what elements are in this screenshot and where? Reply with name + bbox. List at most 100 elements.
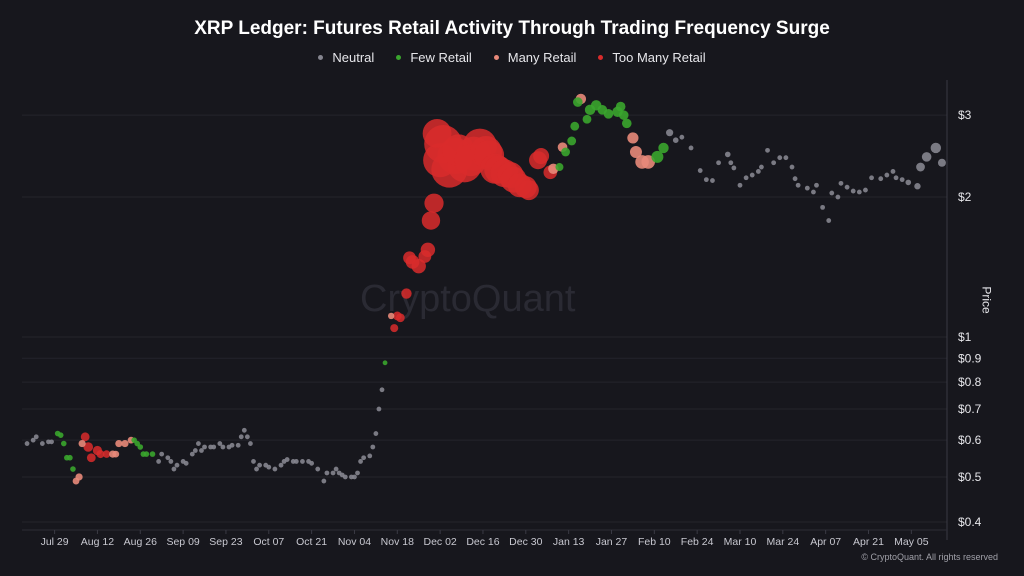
data-point-few-retail[interactable] [143, 451, 150, 457]
data-point-neutral[interactable] [241, 427, 247, 433]
data-point-neutral[interactable] [293, 459, 299, 464]
data-point-neutral[interactable] [814, 182, 819, 188]
data-point-few-retail[interactable] [382, 360, 388, 366]
data-point-few-retail[interactable] [149, 451, 156, 457]
data-point-neutral[interactable] [703, 177, 709, 183]
data-point-neutral[interactable] [890, 169, 896, 174]
data-point-too-many-retail[interactable] [102, 450, 111, 458]
data-point-neutral[interactable] [248, 441, 253, 446]
data-point-neutral[interactable] [759, 164, 764, 170]
data-point-neutral[interactable] [355, 470, 360, 476]
data-point-neutral[interactable] [171, 466, 177, 472]
data-point-neutral[interactable] [792, 176, 798, 182]
data-point-neutral[interactable] [202, 444, 207, 450]
data-point-neutral[interactable] [697, 168, 703, 173]
data-point-neutral[interactable] [765, 147, 770, 153]
data-point-many-retail[interactable] [387, 312, 395, 320]
data-point-few-retail[interactable] [570, 121, 580, 131]
data-point-too-many-retail[interactable] [395, 313, 405, 323]
data-point-too-many-retail[interactable] [401, 288, 412, 299]
data-point-neutral[interactable] [755, 169, 761, 174]
data-point-many-retail[interactable] [112, 450, 120, 458]
data-point-many-retail[interactable] [78, 439, 86, 448]
data-point-neutral[interactable] [370, 444, 376, 450]
data-point-too-many-retail[interactable] [96, 450, 105, 459]
data-point-too-many-retail[interactable] [403, 251, 416, 265]
data-point-many-retail[interactable] [72, 477, 80, 485]
data-point-neutral[interactable] [688, 145, 694, 151]
data-point-neutral[interactable] [844, 184, 850, 190]
data-point-too-many-retail[interactable] [86, 453, 96, 463]
data-point-few-retail[interactable] [67, 454, 73, 461]
data-point-neutral[interactable] [278, 462, 284, 468]
data-point-few-retail[interactable] [615, 101, 626, 112]
data-point-neutral[interactable] [300, 459, 305, 464]
data-point-few-retail[interactable] [621, 118, 632, 129]
data-point-neutral[interactable] [811, 189, 816, 195]
data-point-neutral[interactable] [771, 160, 777, 166]
data-point-neutral[interactable] [284, 457, 290, 462]
data-point-few-retail[interactable] [567, 136, 577, 146]
data-point-many-retail[interactable] [121, 439, 129, 448]
data-point-neutral[interactable] [229, 442, 235, 448]
data-point-neutral[interactable] [672, 137, 679, 143]
data-point-neutral[interactable] [850, 188, 856, 194]
data-point-neutral[interactable] [777, 155, 783, 161]
legend-item-many-retail[interactable]: Many Retail [493, 50, 576, 65]
data-point-few-retail[interactable] [603, 108, 614, 119]
data-point-neutral[interactable] [220, 444, 226, 450]
data-point-too-many-retail[interactable] [424, 193, 444, 213]
data-point-neutral[interactable] [358, 459, 363, 464]
data-point-neutral[interactable] [49, 439, 54, 445]
data-point-neutral[interactable] [333, 466, 339, 472]
data-point-few-retail[interactable] [70, 466, 76, 472]
data-point-neutral[interactable] [829, 190, 835, 196]
data-point-many-retail[interactable] [115, 439, 123, 448]
data-point-neutral[interactable] [33, 434, 39, 440]
data-point-neutral[interactable] [724, 151, 731, 158]
data-point-neutral[interactable] [379, 387, 385, 393]
data-point-neutral[interactable] [266, 464, 272, 470]
data-point-too-many-retail[interactable] [518, 180, 539, 201]
data-point-many-retail[interactable] [627, 132, 639, 144]
data-point-neutral[interactable] [159, 451, 165, 457]
data-point-too-many-retail[interactable] [421, 211, 441, 230]
data-point-neutral[interactable] [783, 155, 789, 161]
data-point-neutral[interactable] [30, 437, 36, 443]
data-point-neutral[interactable] [728, 160, 734, 166]
data-point-neutral[interactable] [257, 462, 263, 468]
data-point-neutral[interactable] [244, 434, 250, 440]
data-point-neutral[interactable] [238, 434, 244, 440]
data-point-neutral[interactable] [869, 175, 874, 181]
data-point-neutral[interactable] [251, 459, 256, 464]
data-point-neutral[interactable] [156, 459, 162, 464]
data-point-too-many-retail[interactable] [390, 324, 399, 333]
data-point-neutral[interactable] [367, 453, 373, 459]
data-point-neutral[interactable] [899, 177, 905, 183]
data-point-too-many-retail[interactable] [80, 432, 90, 442]
data-point-few-retail[interactable] [137, 444, 144, 450]
data-point-too-many-retail[interactable] [422, 119, 452, 148]
data-point-neutral[interactable] [743, 175, 749, 181]
data-point-neutral[interactable] [211, 444, 217, 450]
data-point-neutral[interactable] [183, 460, 189, 466]
data-point-neutral[interactable] [916, 162, 925, 172]
data-point-many-retail[interactable] [629, 145, 642, 158]
data-point-neutral[interactable] [795, 182, 801, 188]
data-point-neutral[interactable] [826, 218, 832, 223]
data-point-neutral[interactable] [196, 441, 201, 446]
data-point-few-retail[interactable] [573, 97, 583, 107]
data-point-few-retail[interactable] [651, 150, 664, 163]
data-point-too-many-retail[interactable] [418, 250, 432, 263]
data-point-neutral[interactable] [330, 470, 336, 476]
data-point-neutral[interactable] [749, 172, 755, 178]
data-point-neutral[interactable] [192, 448, 198, 453]
data-point-neutral[interactable] [731, 165, 737, 171]
data-point-neutral[interactable] [878, 176, 884, 182]
data-point-neutral[interactable] [884, 172, 890, 178]
legend-item-neutral[interactable]: Neutral [318, 50, 374, 65]
data-point-neutral[interactable] [174, 462, 180, 468]
data-point-neutral[interactable] [321, 478, 327, 484]
data-point-few-retail[interactable] [561, 147, 570, 157]
data-point-neutral[interactable] [679, 134, 685, 140]
